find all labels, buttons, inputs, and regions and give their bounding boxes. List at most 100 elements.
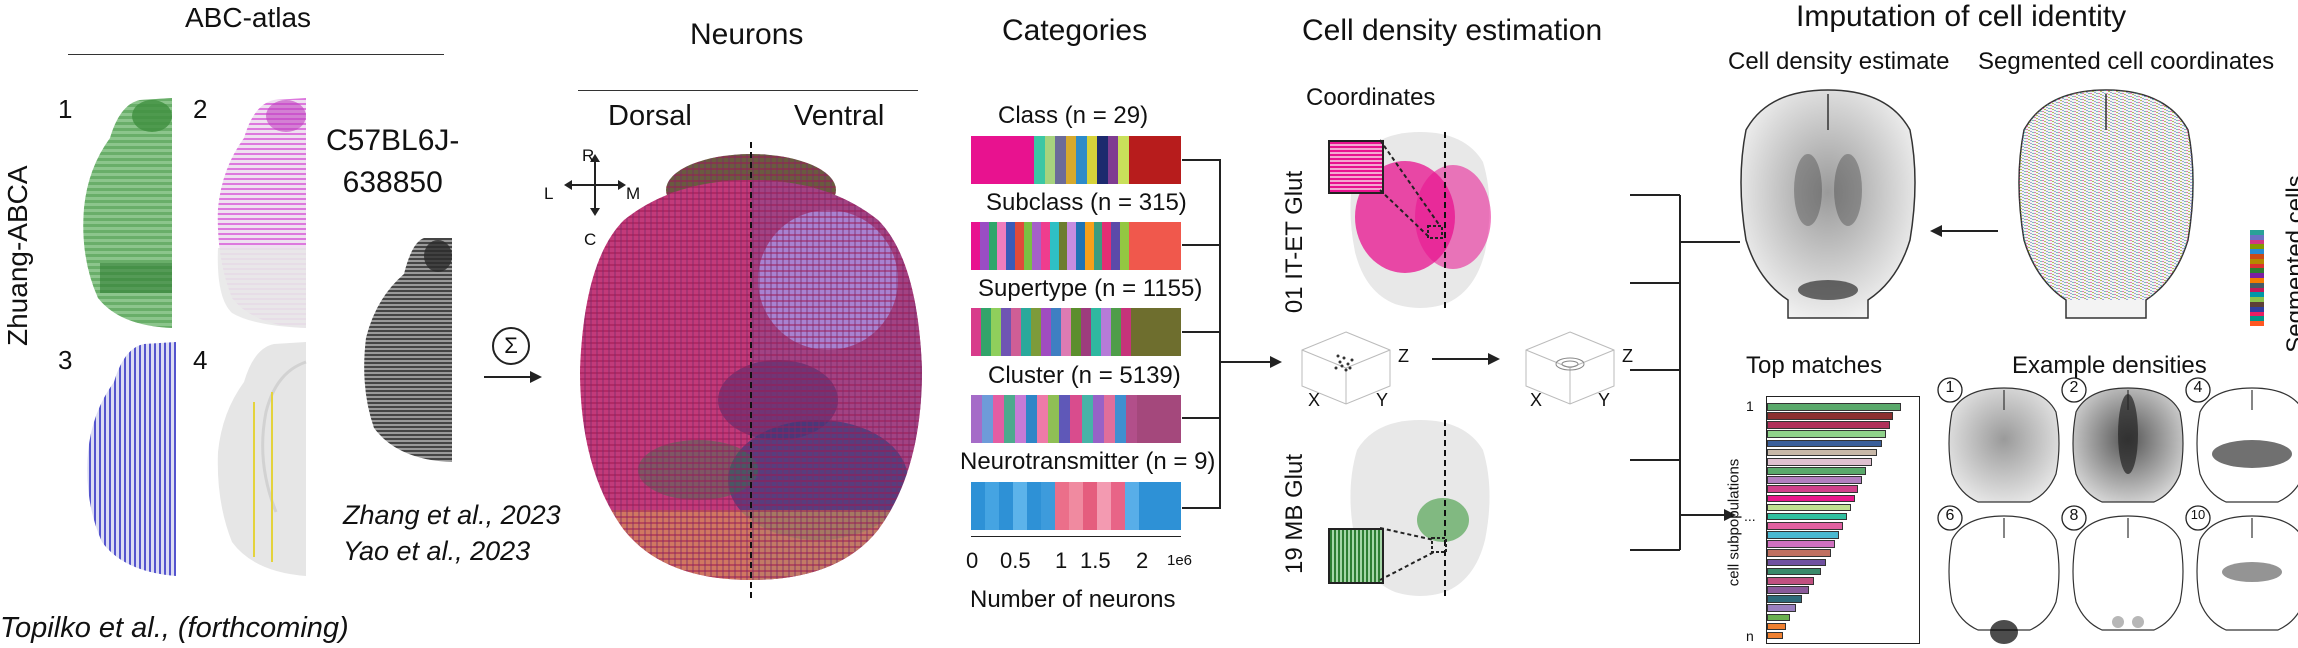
segmented-color-swatch bbox=[2250, 249, 2264, 255]
density-bracket bbox=[1630, 194, 1740, 551]
category-stripe bbox=[1125, 395, 1138, 443]
category-stripe bbox=[1118, 136, 1129, 184]
rank-dots: ... bbox=[1744, 508, 1756, 524]
cat-tick-0: 0 bbox=[966, 548, 979, 573]
segmented-color-swatch bbox=[2250, 311, 2264, 317]
cat-row-label-1: Subclass (n = 315) bbox=[986, 189, 1187, 216]
segmented-color-swatch bbox=[2250, 306, 2264, 312]
category-stripe bbox=[1121, 308, 1132, 356]
axis-y-left: Y bbox=[1376, 390, 1389, 410]
panel-num-3: 3 bbox=[58, 345, 73, 375]
category-stripe bbox=[1002, 136, 1014, 184]
match-bar bbox=[1767, 622, 1786, 631]
density-label-bottom: 19 MB Glut bbox=[1281, 453, 1308, 575]
match-bar bbox=[1767, 485, 1859, 494]
category-stripe bbox=[1107, 136, 1119, 184]
category-stripe bbox=[1044, 136, 1056, 184]
category-stripe bbox=[1167, 482, 1181, 530]
match-bar bbox=[1767, 595, 1802, 603]
rank-last: n bbox=[1746, 628, 1754, 644]
category-stripe bbox=[1114, 395, 1127, 443]
category-stripe bbox=[1001, 308, 1012, 356]
category-stripe bbox=[997, 222, 1007, 270]
panel-num-1: 1 bbox=[58, 94, 73, 124]
category-stripe bbox=[971, 136, 982, 184]
density-arrow bbox=[1432, 353, 1500, 365]
category-stripe bbox=[1058, 222, 1068, 270]
category-stripe bbox=[1119, 222, 1129, 270]
cat-strip-1 bbox=[971, 222, 1181, 270]
category-stripe bbox=[992, 136, 1003, 184]
category-stripe bbox=[1163, 222, 1173, 270]
category-stripe bbox=[1076, 136, 1087, 184]
category-stripe bbox=[1141, 308, 1152, 356]
specimen-slice bbox=[364, 238, 452, 462]
category-stripe bbox=[1154, 222, 1164, 270]
category-stripe bbox=[1097, 482, 1112, 530]
category-stripe bbox=[971, 482, 986, 530]
axis-x-right: X bbox=[1530, 390, 1543, 410]
match-bar bbox=[1767, 531, 1840, 539]
cat-row-label-3: Cluster (n = 5139) bbox=[988, 362, 1181, 389]
category-stripe bbox=[1037, 395, 1049, 443]
category-stripe bbox=[1102, 222, 1112, 270]
category-stripe bbox=[1097, 136, 1108, 184]
category-stripe bbox=[981, 308, 992, 356]
match-bar bbox=[1767, 613, 1790, 622]
cat-strip-2 bbox=[971, 308, 1181, 356]
category-stripe bbox=[1158, 395, 1171, 443]
orientation-compass bbox=[564, 154, 626, 216]
example-density-thumb bbox=[1937, 505, 2060, 644]
compass-m: M bbox=[626, 184, 641, 203]
category-stripe bbox=[1021, 308, 1032, 356]
match-bar bbox=[1767, 421, 1891, 429]
imputation-arrow bbox=[1930, 225, 1998, 237]
cell-subpop-label: cell subpopulations bbox=[1725, 458, 1743, 587]
segmented-color-swatch bbox=[2250, 239, 2264, 245]
example-density-thumb bbox=[2185, 377, 2298, 503]
category-stripe bbox=[1061, 308, 1072, 356]
category-stripe bbox=[1093, 222, 1103, 270]
match-bar bbox=[1767, 503, 1852, 512]
category-stripe bbox=[1172, 222, 1181, 270]
category-stripe bbox=[1161, 308, 1172, 356]
example-density-thumb bbox=[2061, 505, 2184, 631]
category-stripe bbox=[1081, 308, 1092, 356]
category-stripe bbox=[1128, 222, 1138, 270]
example-densities-label: Example densities bbox=[2012, 352, 2207, 379]
segmented-color-swatch bbox=[2250, 254, 2264, 260]
abc-slice-3 bbox=[87, 342, 176, 576]
segmented-color-swatch bbox=[2250, 273, 2264, 279]
category-stripe bbox=[1128, 136, 1140, 184]
category-stripe bbox=[1041, 308, 1052, 356]
category-stripe bbox=[1149, 136, 1161, 184]
category-stripe bbox=[1136, 395, 1149, 443]
segmented-color-swatch bbox=[2250, 244, 2264, 250]
density-brain-top bbox=[1350, 132, 1491, 312]
sum-arrow bbox=[484, 371, 542, 383]
category-stripe bbox=[1023, 136, 1035, 184]
category-stripe bbox=[1151, 308, 1162, 356]
category-stripe bbox=[1170, 136, 1181, 184]
categories-title: Categories bbox=[1002, 14, 1148, 47]
density-estimate-brain bbox=[1740, 89, 1916, 319]
cat-row-label-0: Class (n = 29) bbox=[998, 102, 1149, 129]
category-stripe bbox=[1055, 136, 1066, 184]
category-stripe bbox=[1147, 395, 1160, 443]
density-inset-bottom bbox=[1328, 528, 1384, 584]
match-bar bbox=[1767, 430, 1887, 439]
category-stripe bbox=[1131, 308, 1142, 356]
match-bar bbox=[1767, 540, 1836, 548]
category-stripe bbox=[1076, 222, 1086, 270]
inset-bottom-leader bbox=[1379, 527, 1447, 581]
abc-title-rule bbox=[68, 54, 444, 55]
segmented-color-swatch bbox=[2250, 258, 2264, 264]
panel-num-2: 2 bbox=[193, 94, 208, 124]
category-stripe bbox=[1041, 222, 1051, 270]
neurons-title-rule bbox=[578, 90, 918, 91]
category-stripe bbox=[1049, 222, 1059, 270]
category-stripe bbox=[981, 136, 993, 184]
compass-l: L bbox=[544, 184, 554, 203]
category-stripe bbox=[971, 395, 983, 443]
category-stripe bbox=[1032, 222, 1042, 270]
